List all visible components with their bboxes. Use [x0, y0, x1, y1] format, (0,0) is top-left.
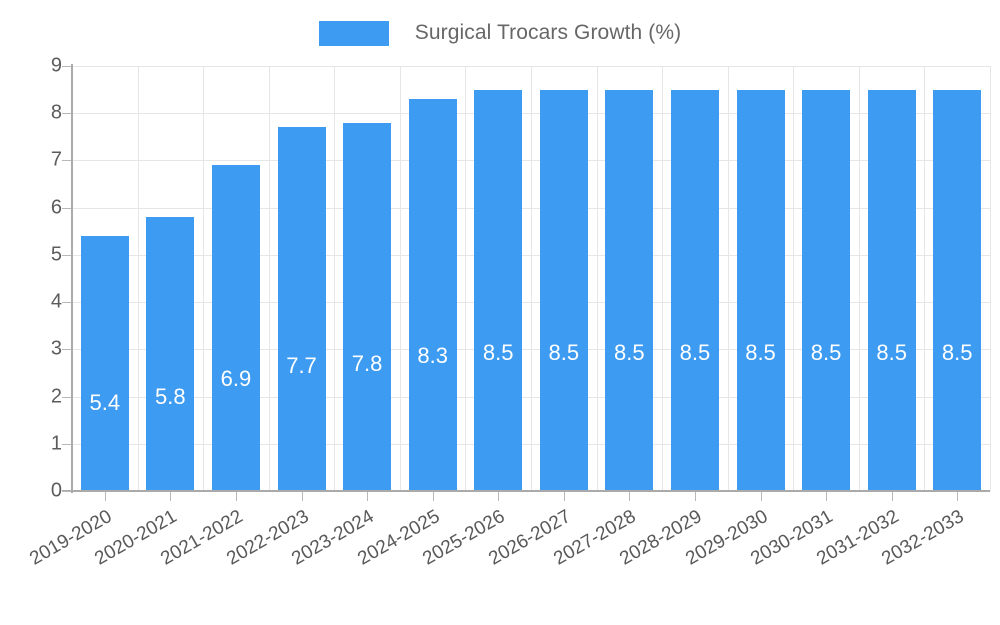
gridline-vertical: [924, 66, 925, 491]
x-axis-tick-mark: [367, 492, 369, 501]
y-axis-tick-label: 9: [50, 54, 62, 77]
gridline-vertical: [334, 66, 335, 491]
chart-legend: Surgical Trocars Growth (%): [0, 14, 1000, 52]
gridline-vertical: [465, 66, 466, 491]
y-axis-tick-label: 8: [50, 101, 62, 124]
y-axis-tick-mark: [62, 113, 71, 115]
x-axis-tick-mark: [826, 492, 828, 501]
bar[interactable]: [80, 236, 129, 491]
plot-area: 5.4 5.8 6.9 7.7 7.8 8.3 8.5 8.5 8.5 8.5 8.5 8.5 8.5 8…: [72, 66, 991, 492]
bar[interactable]: [408, 99, 457, 491]
x-axis-tick-mark: [301, 492, 303, 501]
gridline-vertical: [859, 66, 860, 491]
y-axis-ticks: 0 1 2 3 4 5 6 7 8 9: [0, 0, 71, 600]
legend-color-swatch-icon: [318, 20, 389, 46]
bar[interactable]: [474, 89, 523, 491]
bar[interactable]: [802, 89, 851, 491]
gridline-vertical: [138, 66, 139, 491]
bar-chart: Surgical Trocars Growth (%) 5.4 5.8 6.9 7.7…: [0, 0, 1000, 600]
x-axis-tick-mark: [170, 492, 172, 501]
bar[interactable]: [211, 165, 260, 491]
y-axis-tick-label: 3: [50, 337, 62, 360]
y-axis-line: [71, 64, 73, 493]
x-axis-tick-mark: [235, 492, 237, 501]
x-axis-tick-mark: [104, 492, 106, 501]
bar[interactable]: [736, 89, 785, 491]
y-axis-tick-label: 4: [50, 290, 62, 313]
y-axis-tick-mark: [62, 396, 71, 398]
gridline-vertical: [269, 66, 270, 491]
bar[interactable]: [670, 89, 719, 491]
gridline-vertical: [531, 66, 532, 491]
bar[interactable]: [343, 122, 392, 491]
y-axis-tick-mark: [62, 207, 71, 209]
x-axis-tick-mark: [563, 492, 565, 501]
bar[interactable]: [146, 217, 195, 491]
y-axis-tick-mark: [62, 160, 71, 162]
gridline-vertical: [597, 66, 598, 491]
gridline-vertical: [793, 66, 794, 491]
gridline-vertical: [990, 66, 991, 491]
x-axis-tick-mark: [760, 492, 762, 501]
y-axis-tick-mark: [62, 491, 71, 492]
x-axis-tick-mark: [629, 492, 631, 501]
x-axis-tick-mark: [891, 492, 893, 501]
y-axis-tick-mark: [62, 254, 71, 256]
y-axis-tick-label: 0: [50, 479, 62, 502]
bar[interactable]: [277, 127, 326, 491]
x-axis-line: [62, 490, 990, 492]
legend-label: Surgical Trocars Growth (%): [414, 21, 682, 44]
y-axis-tick-mark: [62, 302, 71, 304]
gridline-vertical: [662, 66, 663, 491]
y-axis-tick-label: 6: [50, 196, 62, 219]
x-axis-tick-mark: [432, 492, 434, 501]
bar[interactable]: [867, 89, 916, 491]
y-axis-tick-label: 1: [50, 432, 62, 455]
legend-item-surgical-trocars-growth[interactable]: Surgical Trocars Growth (%): [318, 20, 682, 46]
y-axis-tick-label: 7: [50, 148, 62, 171]
gridline-vertical: [400, 66, 401, 491]
y-axis-tick-label: 2: [50, 385, 62, 408]
x-axis-tick-mark: [694, 492, 696, 501]
bar[interactable]: [933, 89, 982, 491]
gridline-vertical: [203, 66, 204, 491]
bar[interactable]: [539, 89, 588, 491]
y-axis-tick-mark: [62, 66, 71, 67]
bar[interactable]: [605, 89, 654, 491]
y-axis-tick-mark: [62, 443, 71, 445]
x-axis-tick-mark: [498, 492, 500, 501]
y-axis-tick-label: 5: [50, 243, 62, 266]
x-axis-tick-mark: [957, 492, 959, 501]
y-axis-tick-mark: [62, 349, 71, 351]
gridline-vertical: [728, 66, 729, 491]
